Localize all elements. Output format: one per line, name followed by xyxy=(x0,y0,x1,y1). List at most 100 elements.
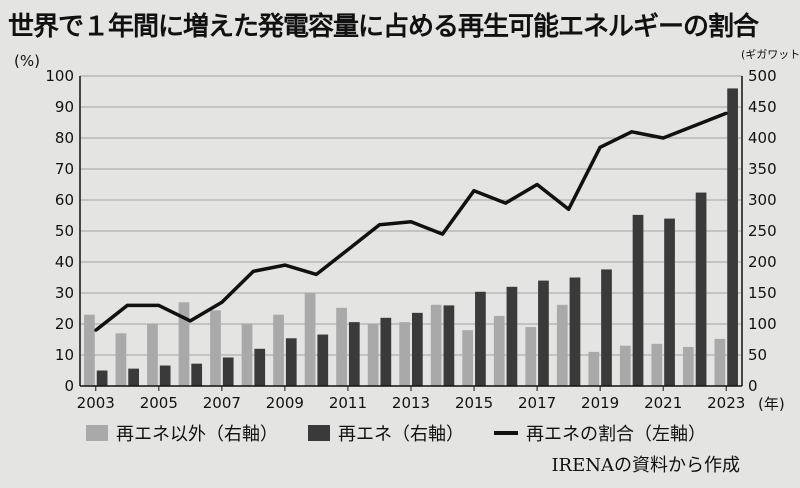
bar-renewable xyxy=(159,365,171,386)
share-point xyxy=(472,189,476,193)
left-axis-unit: (%) xyxy=(14,52,40,70)
legend-swatch-dark xyxy=(308,425,330,441)
bar-non-renewable xyxy=(178,302,190,386)
share-point xyxy=(504,201,508,205)
right-tick-label: 300 xyxy=(748,191,777,209)
right-tick-label: 400 xyxy=(748,129,777,147)
bar-non-renewable xyxy=(430,304,442,386)
source-note: IRENAの資料から作成 xyxy=(551,455,740,476)
bar-renewable xyxy=(348,322,360,386)
x-tick-label: 2005 xyxy=(140,394,178,412)
bar-non-renewable xyxy=(462,330,474,386)
bar-renewable xyxy=(601,269,612,386)
bar-renewable xyxy=(412,312,423,386)
left-tick-label: 90 xyxy=(55,98,74,116)
legend: 再エネ以外（右軸） 再エネ（右軸） 再エネの割合（左軸） xyxy=(86,420,736,446)
bar-non-renewable xyxy=(241,323,253,386)
share-point xyxy=(283,263,287,267)
bar-non-renewable xyxy=(115,333,127,386)
share-point xyxy=(157,303,161,307)
share-point xyxy=(346,248,350,252)
share-point xyxy=(661,136,665,140)
bar-renewable xyxy=(569,277,581,386)
bar-non-renewable xyxy=(588,351,600,386)
bar-non-renewable xyxy=(525,327,537,386)
bar-renewable xyxy=(380,317,392,386)
share-point xyxy=(314,272,318,276)
left-tick-label: 10 xyxy=(55,346,74,364)
share-point xyxy=(630,130,634,134)
bar-renewable xyxy=(317,334,329,386)
legend-item-share: 再エネの割合（左軸） xyxy=(494,420,706,446)
bar-non-renewable xyxy=(619,345,631,386)
bar-renewable xyxy=(254,348,266,386)
bar-non-renewable xyxy=(682,346,694,386)
bar-renewable xyxy=(727,88,738,387)
share-point xyxy=(441,232,445,236)
left-tick-label: 30 xyxy=(55,284,74,302)
bar-non-renewable xyxy=(714,338,726,386)
right-tick-label: 350 xyxy=(748,160,777,178)
bar-non-renewable xyxy=(493,315,505,386)
right-tick-label: 50 xyxy=(748,346,767,364)
legend-label-renewable: 再エネ（右軸） xyxy=(338,424,464,445)
right-axis-unit: (ギガワット) xyxy=(741,48,800,61)
bar-renewable xyxy=(632,214,644,386)
right-axis-ticks: 0 50 100 150 200 250 300 350 400 450 500 xyxy=(748,67,777,395)
left-tick-label: 40 xyxy=(55,253,74,271)
left-tick-label: 70 xyxy=(55,160,74,178)
x-tick-label: 2019 xyxy=(581,394,619,412)
x-axis-ticks: 2003 2005 2007 2009 2011 2013 2015 2017 2019 2021… xyxy=(77,386,745,412)
bar-renewable xyxy=(128,368,140,386)
right-tick-label: 250 xyxy=(748,222,777,240)
bar-renewable xyxy=(506,286,518,386)
right-tick-label: 100 xyxy=(748,315,777,333)
legend-swatch-light xyxy=(86,425,108,441)
legend-label-share: 再エネの割合（左軸） xyxy=(526,424,706,445)
x-tick-label: 2017 xyxy=(518,394,556,412)
share-line xyxy=(94,111,728,332)
right-tick-label: 500 xyxy=(748,67,777,85)
bar-non-renewable xyxy=(210,310,221,386)
legend-label-non-renewable: 再エネ以外（右軸） xyxy=(116,424,278,445)
x-tick-label: 2007 xyxy=(203,394,241,412)
bar-non-renewable xyxy=(273,314,284,386)
left-tick-label: 20 xyxy=(55,315,74,333)
x-tick-label: 2013 xyxy=(392,394,430,412)
share-point xyxy=(94,328,98,332)
share-point xyxy=(125,303,129,307)
x-tick-label: 2003 xyxy=(77,394,115,412)
share-point xyxy=(251,269,255,273)
x-tick-label: 2021 xyxy=(644,394,682,412)
left-tick-label: 0 xyxy=(64,377,74,395)
legend-item-non-renewable: 再エネ以外（右軸） xyxy=(86,420,278,446)
bar-non-renewable xyxy=(556,304,568,386)
right-tick-label: 150 xyxy=(748,284,777,302)
bar-renewable xyxy=(538,280,549,386)
share-point xyxy=(693,124,697,128)
share-point xyxy=(567,207,571,211)
x-axis-unit: (年) xyxy=(758,395,785,413)
share-point xyxy=(535,183,539,186)
left-tick-label: 100 xyxy=(45,67,74,85)
bars xyxy=(84,88,738,387)
right-tick-label: 0 xyxy=(748,377,758,395)
share-point xyxy=(377,223,381,227)
share-point xyxy=(220,300,224,304)
bar-renewable xyxy=(222,357,234,386)
share-point xyxy=(409,220,413,224)
share-point xyxy=(188,319,192,323)
legend-swatch-line xyxy=(494,431,518,435)
x-tick-label: 2023 xyxy=(707,394,745,412)
bar-renewable xyxy=(443,305,455,386)
right-tick-label: 200 xyxy=(748,253,777,271)
grid-lines xyxy=(80,75,742,387)
x-tick-label: 2009 xyxy=(266,394,304,412)
bar-non-renewable xyxy=(147,324,158,386)
bar-non-renewable xyxy=(367,323,379,386)
legend-item-renewable: 再エネ（右軸） xyxy=(308,420,464,446)
left-tick-label: 50 xyxy=(55,222,74,240)
bar-renewable xyxy=(96,370,108,386)
bar-non-renewable xyxy=(84,314,95,386)
